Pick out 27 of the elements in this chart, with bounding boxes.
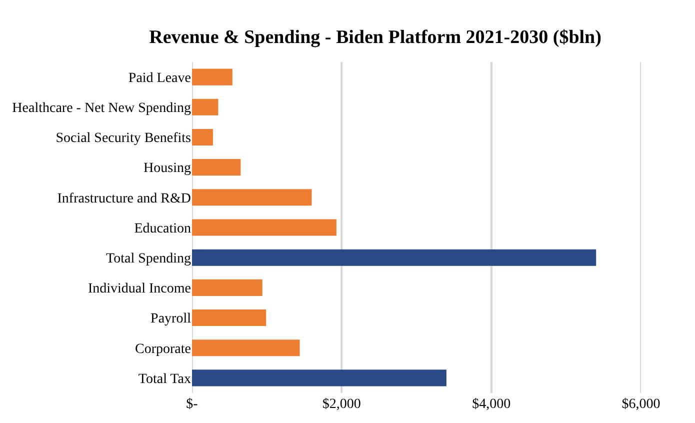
y-tick-label: Healthcare - Net New Spending (12, 101, 191, 116)
bar (192, 370, 446, 386)
y-tick-label: Total Tax (138, 372, 191, 387)
x-tick-label: $- (186, 397, 198, 412)
bar (192, 279, 262, 296)
y-tick-label: Individual Income (88, 282, 191, 297)
bar (192, 128, 213, 146)
bar (192, 310, 266, 326)
y-tick-label: Education (134, 221, 191, 236)
bar (192, 249, 596, 266)
y-tick-label: Paid Leave (128, 70, 191, 86)
bar (192, 219, 336, 236)
y-tick-label: Total Spending (106, 251, 191, 266)
bar (192, 159, 241, 176)
x-tick-label: $2,000 (322, 397, 361, 412)
bar (192, 340, 300, 356)
y-tick-label: Payroll (150, 312, 192, 327)
bar (192, 68, 232, 86)
x-tick-label: $6,000 (622, 397, 660, 412)
bar (192, 98, 218, 116)
x-tick-label: $4,000 (472, 397, 511, 412)
y-tick-label: Housing (144, 161, 191, 176)
y-tick-label: Social Security Benefits (56, 131, 191, 146)
bar (192, 189, 312, 206)
y-tick-label: Corporate (135, 342, 191, 357)
chart-title: Revenue & Spending - Biden Platform 2021-2030 ($bln) (149, 26, 602, 48)
y-tick-label: Infrastructure and R&D (57, 191, 191, 206)
